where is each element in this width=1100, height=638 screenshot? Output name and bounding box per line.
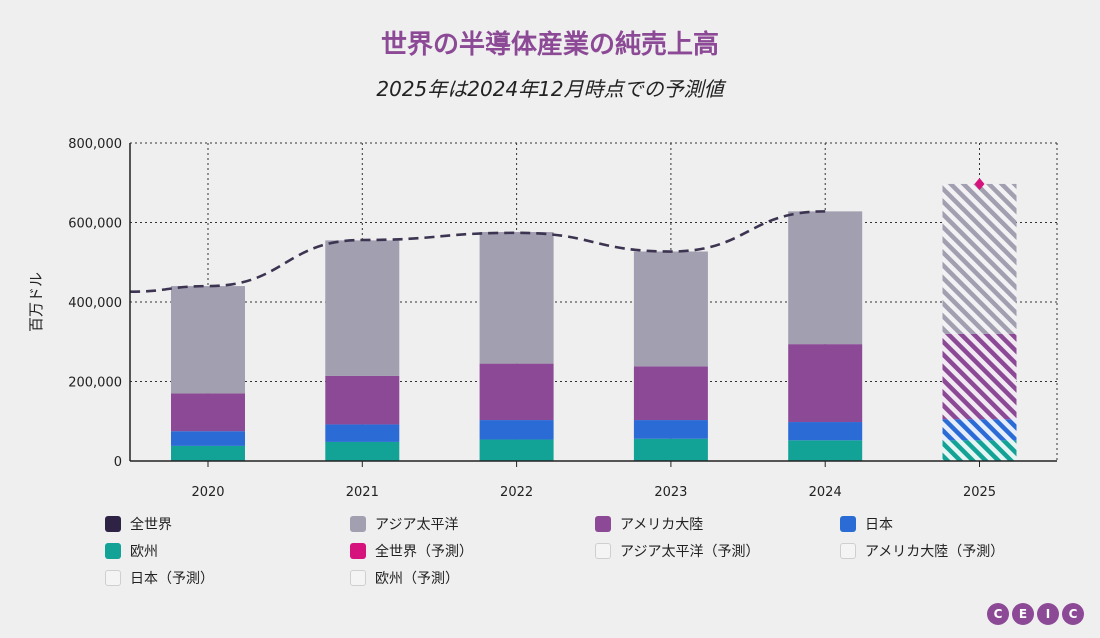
bar-segment [633, 420, 708, 439]
y-axis-label: 百万ドル [27, 272, 45, 332]
legend-item-world[interactable]: 全世界 [105, 513, 172, 535]
bar-segment [633, 251, 708, 367]
legend-label: アジア太平洋 [375, 517, 459, 533]
x-tick-label: 2021 [346, 485, 379, 500]
bar-segment [788, 422, 863, 441]
bar-segment [633, 366, 708, 421]
legend-swatch [105, 570, 121, 586]
bar-segment [479, 420, 554, 440]
legend-item-japan-forecast[interactable]: 日本（予測） [105, 567, 214, 589]
legend-label: アメリカ大陸（予測） [865, 544, 1005, 560]
legend-label: 欧州（予測） [375, 571, 459, 587]
legend-swatch [105, 543, 121, 559]
bar-segment [325, 375, 400, 425]
bar-segment [479, 363, 554, 421]
chart-title: 世界の半導体産業の純売上高 [380, 30, 719, 60]
bar-segment [325, 441, 400, 461]
legend-item-europe[interactable]: 欧州 [105, 540, 158, 562]
bar-segment [788, 211, 863, 345]
bar-segment [942, 419, 1017, 441]
y-tick-label: 0 [114, 455, 122, 470]
y-tick-label: 800,000 [68, 137, 122, 152]
y-tick-label: 200,000 [68, 376, 122, 391]
bar-segment [788, 440, 863, 461]
x-tick-label: 2022 [500, 485, 533, 500]
world-line [129, 210, 826, 293]
legend-label: 全世界（予測） [375, 544, 473, 560]
bar-segment [479, 232, 554, 364]
legend-item-world-forecast[interactable]: 全世界（予測） [350, 540, 473, 562]
y-tick-label: 600,000 [68, 217, 122, 232]
legend-swatch [105, 516, 121, 532]
legend-swatch [350, 543, 366, 559]
legend-label: 欧州 [130, 544, 158, 560]
legend-item-asia-pacific[interactable]: アジア太平洋 [350, 513, 458, 535]
bar-segment [788, 344, 863, 423]
legend-item-americas-forecast[interactable]: アメリカ大陸（予測） [840, 540, 1004, 562]
bar-segment [942, 440, 1017, 461]
legend-swatch [840, 516, 856, 532]
x-tick-label: 2023 [654, 485, 687, 500]
x-tick-label: 2024 [809, 485, 842, 500]
logo-letter: E [1012, 603, 1034, 625]
legend-swatch [595, 543, 611, 559]
legend-swatch [350, 516, 366, 532]
legend-swatch [595, 516, 611, 532]
bar-segment [942, 333, 1017, 420]
legend-label: アジア太平洋（予測） [620, 544, 760, 560]
x-tick-label: 2025 [963, 485, 996, 500]
legend-item-asia-pacific-forecast[interactable]: アジア太平洋（予測） [595, 540, 759, 562]
legend-label: アメリカ大陸 [620, 517, 704, 533]
legend-item-americas[interactable]: アメリカ大陸 [595, 513, 703, 535]
logo-letter: I [1037, 603, 1059, 625]
logo-letter: C [1062, 603, 1084, 625]
world-forecast-marker [974, 177, 985, 190]
ceic-logo: C E I C [984, 603, 1084, 625]
y-tick-label: 400,000 [68, 296, 122, 311]
bar-segment [171, 286, 245, 394]
logo-letter: C [987, 603, 1009, 625]
bar-segment [479, 439, 554, 461]
legend-item-europe-forecast[interactable]: 欧州（予測） [350, 567, 459, 589]
x-tick-label: 2020 [191, 485, 224, 500]
legend-label: 日本（予測） [130, 571, 214, 587]
chart-subtitle: 2025年は2024年12月時点での予測値 [376, 77, 724, 101]
legend-label: 全世界 [130, 517, 172, 533]
bar-segment [171, 393, 245, 432]
bar-segment [325, 240, 400, 376]
legend-item-japan[interactable]: 日本 [840, 513, 893, 535]
bar-segment [942, 183, 1017, 334]
legend-swatch [350, 570, 366, 586]
legend-swatch [840, 543, 856, 559]
legend-label: 日本 [865, 517, 893, 533]
bar-segment [171, 445, 245, 461]
bar-segment [171, 431, 245, 446]
bar-segment [325, 424, 400, 442]
bar-segment [633, 438, 708, 461]
